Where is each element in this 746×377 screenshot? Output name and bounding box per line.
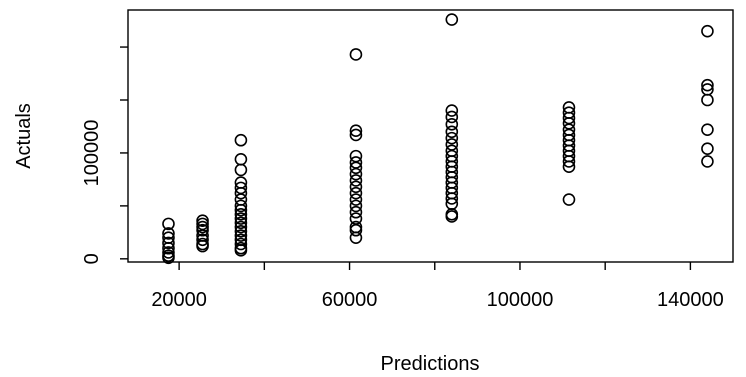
data-point <box>234 133 248 147</box>
data-point <box>445 210 459 223</box>
data-point <box>701 78 714 92</box>
data-point <box>162 251 175 265</box>
x-axis-label: Predictions <box>381 353 480 375</box>
data-point <box>701 142 714 156</box>
data-point <box>349 161 363 175</box>
data-point <box>234 193 248 206</box>
data-point <box>349 199 363 213</box>
data-point <box>234 224 248 238</box>
data-point <box>234 229 248 242</box>
data-point <box>162 236 175 250</box>
data-point <box>234 163 248 177</box>
data-point <box>349 223 363 237</box>
x-tick-label: 140000 <box>657 289 724 311</box>
data-point <box>162 246 175 259</box>
data-point <box>196 233 209 247</box>
data-point <box>562 160 576 174</box>
data-point <box>196 214 209 228</box>
x-tick-label: 100000 <box>487 289 554 311</box>
data-point <box>349 186 363 200</box>
data-point <box>196 223 209 237</box>
data-points <box>162 13 714 265</box>
data-point <box>562 193 576 206</box>
data-point <box>234 152 248 166</box>
data-point <box>562 155 576 168</box>
data-point <box>196 220 209 234</box>
data-point <box>196 239 209 253</box>
data-point <box>234 203 248 217</box>
x-tick-label: 20000 <box>151 289 207 311</box>
data-point <box>445 13 459 26</box>
data-point <box>445 192 459 205</box>
data-point <box>349 167 363 181</box>
data-point <box>234 208 248 221</box>
data-point <box>445 118 459 131</box>
y-axis: 0 100000 <box>81 46 128 264</box>
data-point <box>701 155 714 168</box>
data-point <box>445 104 459 117</box>
data-point <box>349 149 363 163</box>
data-point <box>234 199 248 213</box>
data-point <box>349 205 363 219</box>
data-point <box>234 216 248 230</box>
x-tick-label: 60000 <box>322 289 378 311</box>
data-point <box>234 186 248 200</box>
data-point <box>234 237 248 251</box>
data-point <box>445 138 459 151</box>
y-tick-label: 100000 <box>81 120 103 187</box>
plot-frame <box>127 9 734 263</box>
data-point <box>162 227 175 240</box>
data-point <box>445 110 459 124</box>
data-point <box>234 212 248 225</box>
data-point <box>349 193 363 206</box>
x-axis: 20000 60000 100000 140000 <box>151 262 724 311</box>
data-point <box>701 93 714 107</box>
data-point <box>701 24 714 38</box>
data-point <box>349 231 363 244</box>
data-point <box>234 244 248 257</box>
data-point <box>701 123 714 136</box>
y-axis-label: Actuals <box>13 103 35 169</box>
y-tick-label: 0 <box>81 253 103 264</box>
data-point <box>445 131 459 145</box>
data-point <box>162 217 175 231</box>
data-point <box>349 48 363 61</box>
data-point <box>234 220 248 234</box>
data-point <box>349 124 363 138</box>
data-point <box>162 241 175 255</box>
data-point <box>349 128 363 142</box>
data-point <box>349 174 363 187</box>
data-point <box>349 180 363 194</box>
data-point <box>445 125 459 139</box>
